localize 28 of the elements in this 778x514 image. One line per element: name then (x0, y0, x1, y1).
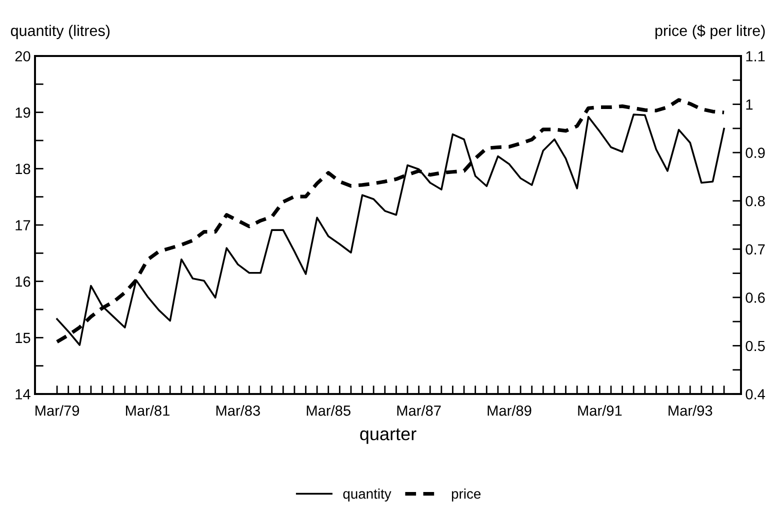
y-tick-label: 20 (15, 51, 30, 62)
y2-tick-label: 0.9 (746, 148, 765, 158)
legend-label: price (452, 488, 481, 502)
y2-axis-title: price ($ per litre) (655, 24, 765, 40)
y-tick-label: 15 (16, 332, 30, 344)
x-tick-label: Mar/89 (488, 405, 532, 416)
y-tick-label: 19 (16, 107, 30, 118)
y2-tick-label: 0.5 (746, 340, 765, 352)
x-tick-label: Mar/91 (578, 405, 622, 416)
y-axis-title: quantity (litres) (10, 24, 110, 40)
y-tick-label: 18 (16, 164, 30, 174)
y-tick-label: 14 (16, 389, 30, 400)
y2-tick-label: 0.4 (746, 389, 766, 400)
x-tick-label: Mar/93 (668, 405, 712, 416)
y-tick-label: 16 (16, 276, 30, 287)
y2-tick-label: 0.7 (746, 244, 765, 255)
y2-tick-label: 0.8 (746, 196, 765, 206)
x-tick-label: Mar/83 (216, 405, 260, 416)
x-axis-title: quarter (360, 428, 416, 444)
y2-tick-label: 1.1 (746, 51, 765, 62)
y2-tick-label: 0.6 (746, 292, 765, 303)
x-tick-label: Mar/79 (36, 405, 80, 416)
x-tick-label: Mar/87 (397, 405, 441, 416)
x-tick-label: Mar/85 (306, 405, 350, 416)
y-tick-label: 17 (16, 220, 30, 230)
legend-label: quantity (343, 488, 392, 502)
x-tick-label: Mar/81 (126, 405, 170, 416)
y2-tick-label: 1 (746, 100, 753, 110)
